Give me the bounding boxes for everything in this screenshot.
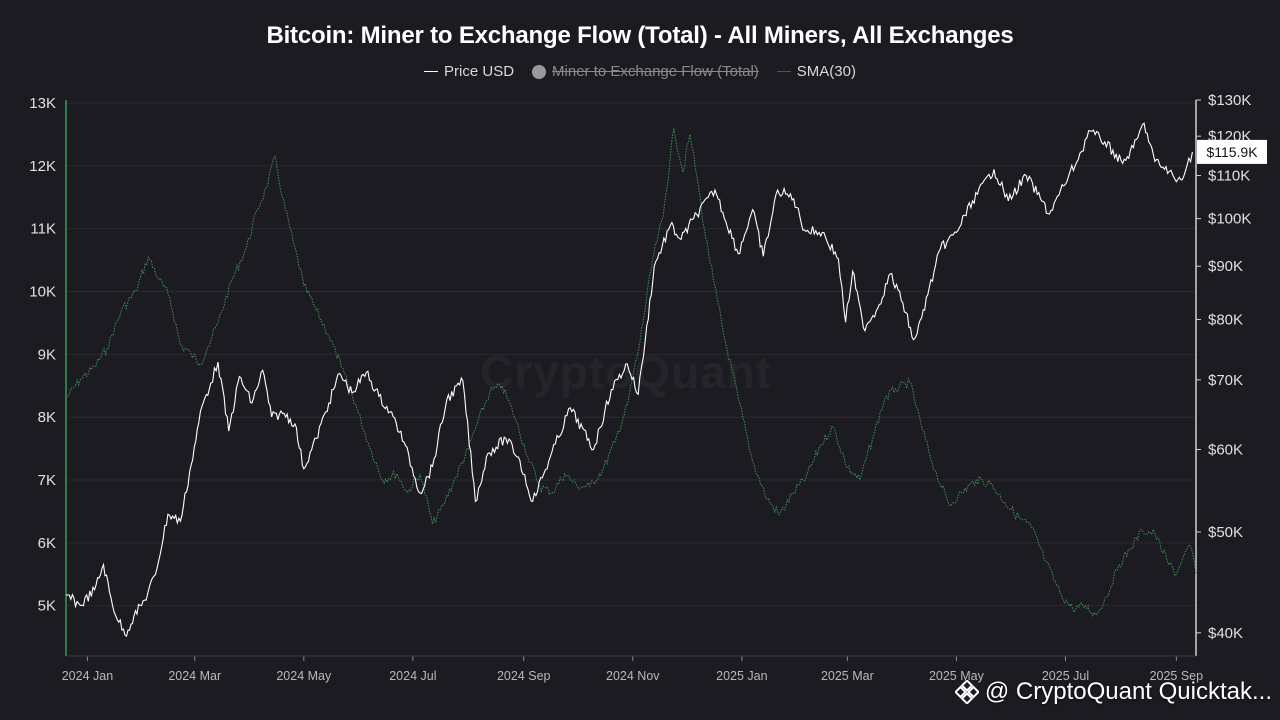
x-tick-label: 2025 Sep xyxy=(1150,669,1204,683)
legend-label-miner-flow: Miner to Exchange Flow (Total) xyxy=(552,63,759,80)
y-left-tick-label: 6K xyxy=(38,535,56,552)
attribution: @ CryptoQuant Quicktak... xyxy=(954,678,1272,706)
y-right-tick-label: $40K xyxy=(1208,625,1243,642)
line-icon xyxy=(776,71,791,72)
y-left-tick-label: 11K xyxy=(30,221,56,238)
legend: Price USD Miner to Exchange Flow (Total)… xyxy=(0,63,1280,80)
y-right-tick-label: $90K xyxy=(1208,258,1243,275)
legend-item-sma[interactable]: SMA(30) xyxy=(776,63,856,80)
x-tick-label: 2025 Jan xyxy=(716,669,767,683)
y-left-tick-label: 9K xyxy=(38,346,56,363)
current-price-label: $115.9K xyxy=(1206,144,1258,160)
x-tick-label: 2025 May xyxy=(929,669,985,683)
x-tick-label: 2024 Sep xyxy=(497,669,551,683)
legend-label-sma: SMA(30) xyxy=(796,63,856,80)
y-right-tick-label: $60K xyxy=(1208,442,1243,459)
line-icon xyxy=(424,71,439,72)
price-badge: $115.9K xyxy=(1197,139,1267,164)
dot-icon xyxy=(532,64,547,79)
y-left-tick-label: 12K xyxy=(29,158,56,175)
current-price-badge xyxy=(1197,139,1267,164)
axes xyxy=(65,99,1201,661)
x-tick-label: 2024 May xyxy=(276,669,332,683)
x-tick-label: 2025 Jul xyxy=(1042,669,1089,683)
x-tick-label: 2024 Jul xyxy=(389,669,436,683)
y-right-tick-label: $100K xyxy=(1208,211,1251,228)
legend-item-miner-flow[interactable]: Miner to Exchange Flow (Total) xyxy=(532,63,759,80)
y-left-tick-label: 5K xyxy=(38,598,56,615)
y-left-tick-label: 10K xyxy=(29,284,56,301)
x-tick-label: 2025 Mar xyxy=(821,669,874,683)
x-tick-label: 2024 Mar xyxy=(168,669,221,683)
y-right-tick-label: $110K xyxy=(1208,168,1250,185)
y-right-tick-label: $80K xyxy=(1208,311,1243,328)
series-price-line xyxy=(65,122,1193,638)
legend-item-price[interactable]: Price USD xyxy=(424,63,514,80)
y-right-tick-label: $130K xyxy=(1208,92,1251,109)
grid-lines xyxy=(66,102,1196,607)
y-left-tick-label: 7K xyxy=(38,472,56,489)
x-tick-label: 2024 Nov xyxy=(606,669,660,683)
y-right-tick-label: $70K xyxy=(1208,372,1243,389)
y-left-tick-label: 13K xyxy=(29,95,56,112)
legend-label-price: Price USD xyxy=(444,63,515,80)
tick-labels: 5K 6K 7K 8K 9K 10K 11K 12K 13K $40K $50K $60K $70K $8… xyxy=(29,92,1251,683)
chart-title: Bitcoin: Miner to Exchange Flow (Total) … xyxy=(266,22,1014,49)
binance-diamond-icon xyxy=(954,680,979,704)
attribution-text: @ CryptoQuant Quicktak... xyxy=(984,678,1272,705)
y-left-tick-label: 8K xyxy=(38,409,56,426)
series-lines xyxy=(65,122,1197,638)
y-right-tick-label: $50K xyxy=(1208,524,1243,541)
x-tick-label: 2024 Jan xyxy=(62,669,113,683)
